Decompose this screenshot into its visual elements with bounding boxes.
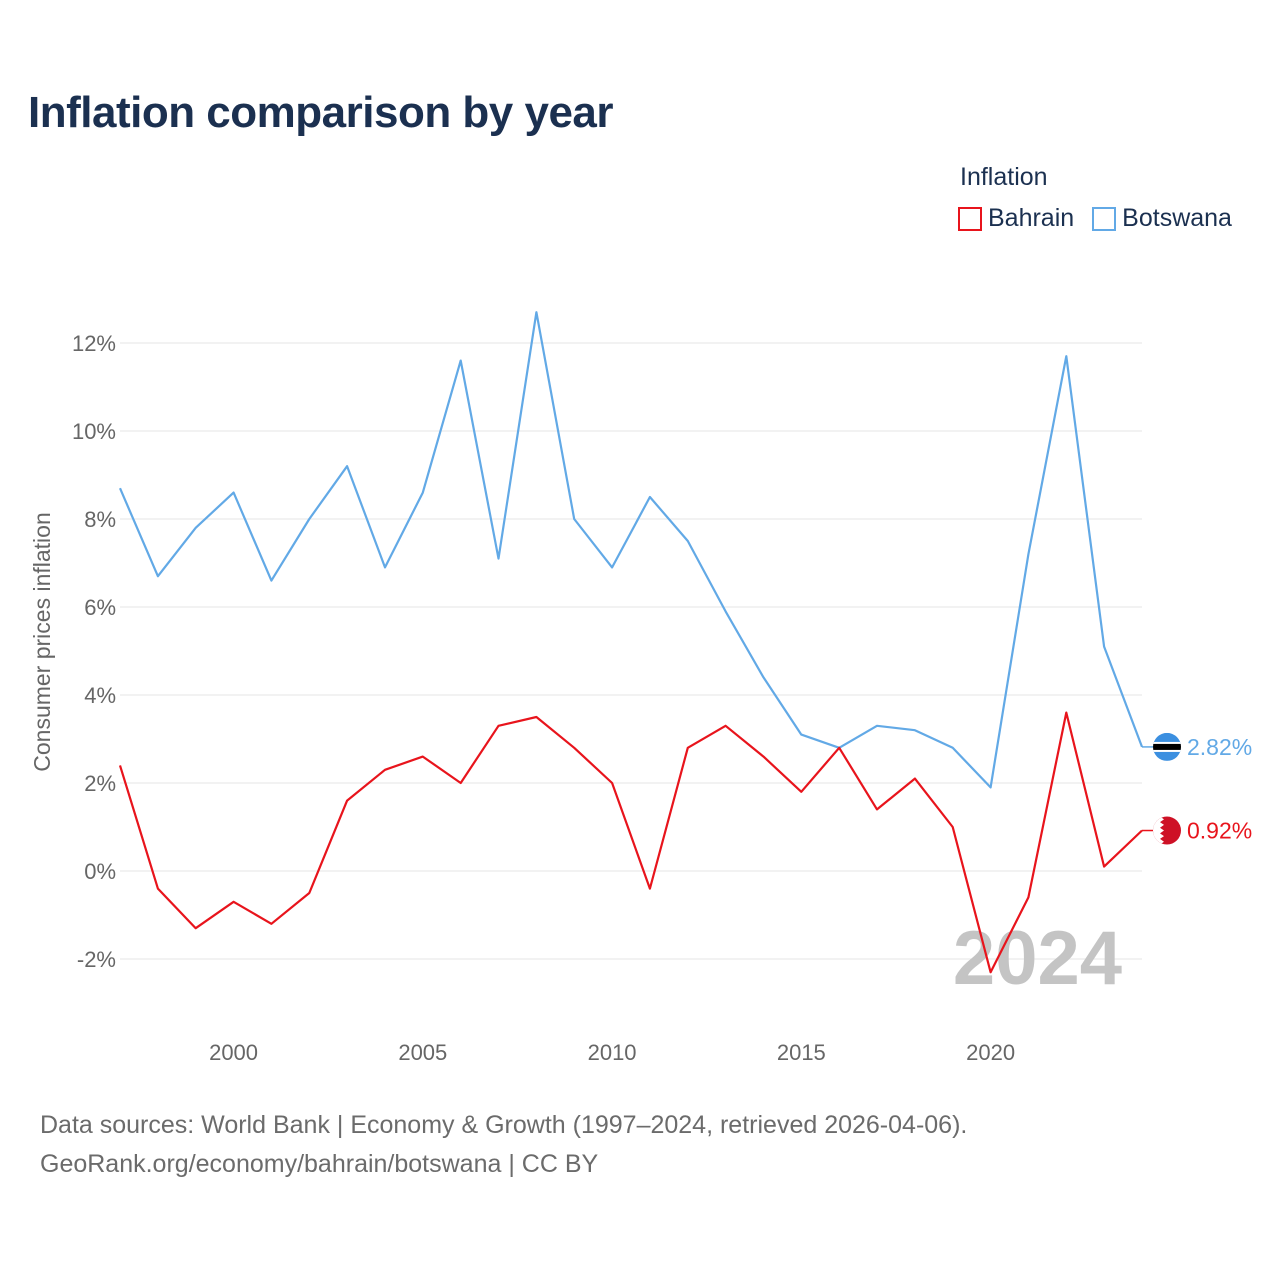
series-line-bahrain[interactable] bbox=[118, 711, 1143, 974]
x-tick-label: 2015 bbox=[777, 1040, 826, 1065]
y-tick-label: 6% bbox=[84, 595, 116, 620]
y-tick-label: 4% bbox=[84, 683, 116, 708]
x-tick-label: 2000 bbox=[209, 1040, 258, 1065]
legend-label-botswana: Botswana bbox=[1122, 204, 1232, 232]
source-line-1: Data sources: World Bank | Economy & Gro… bbox=[40, 1111, 968, 1139]
end-markers: 2.82% 0.92% bbox=[1142, 732, 1252, 845]
x-axis-ticks: 2000 2005 2010 2015 2020 bbox=[209, 1040, 1015, 1065]
legend-swatch-botswana bbox=[1092, 206, 1117, 231]
y-tick-label: 10% bbox=[72, 419, 116, 444]
year-watermark: 2024 bbox=[953, 916, 1122, 1001]
y-tick-label: 8% bbox=[84, 507, 116, 532]
y-tick-label: 12% bbox=[72, 331, 116, 356]
legend-swatch-bahrain bbox=[958, 206, 982, 231]
x-tick-label: 2010 bbox=[588, 1040, 637, 1065]
y-tick-label: 2% bbox=[84, 771, 116, 796]
y-tick-label: 0% bbox=[84, 859, 116, 884]
chart-title: Inflation comparison by year bbox=[28, 88, 614, 137]
bahrain-flag-icon bbox=[1153, 816, 1181, 845]
source-line-2[interactable]: GeoRank.org/economy/bahrain/botswana | C… bbox=[40, 1150, 599, 1178]
legend-item-bahrain[interactable]: Bahrain bbox=[958, 204, 1074, 233]
series-lines bbox=[118, 311, 1144, 974]
data-source: Data sources: World Bank | Economy & Gro… bbox=[40, 1106, 967, 1184]
x-tick-label: 2005 bbox=[398, 1040, 447, 1065]
end-value-label-bahrain: 0.92% bbox=[1187, 818, 1252, 844]
legend: Bahrain Botswana bbox=[958, 204, 1250, 233]
end-value-label-botswana: 2.82% bbox=[1187, 734, 1252, 760]
grid-lines bbox=[120, 342, 1142, 960]
legend-title: Inflation bbox=[960, 163, 1048, 191]
series-line-botswana[interactable] bbox=[118, 311, 1144, 789]
legend-item-botswana[interactable]: Botswana bbox=[1092, 204, 1232, 233]
y-axis-ticks: -2% 0% 2% 4% 6% 8% 10% 12% bbox=[72, 331, 116, 972]
legend-label-bahrain: Bahrain bbox=[988, 204, 1075, 232]
botswana-flag-icon bbox=[1153, 732, 1181, 761]
y-tick-label: -2% bbox=[77, 947, 116, 972]
x-tick-label: 2020 bbox=[966, 1040, 1015, 1065]
y-axis-label: Consumer prices inflation bbox=[29, 512, 55, 772]
